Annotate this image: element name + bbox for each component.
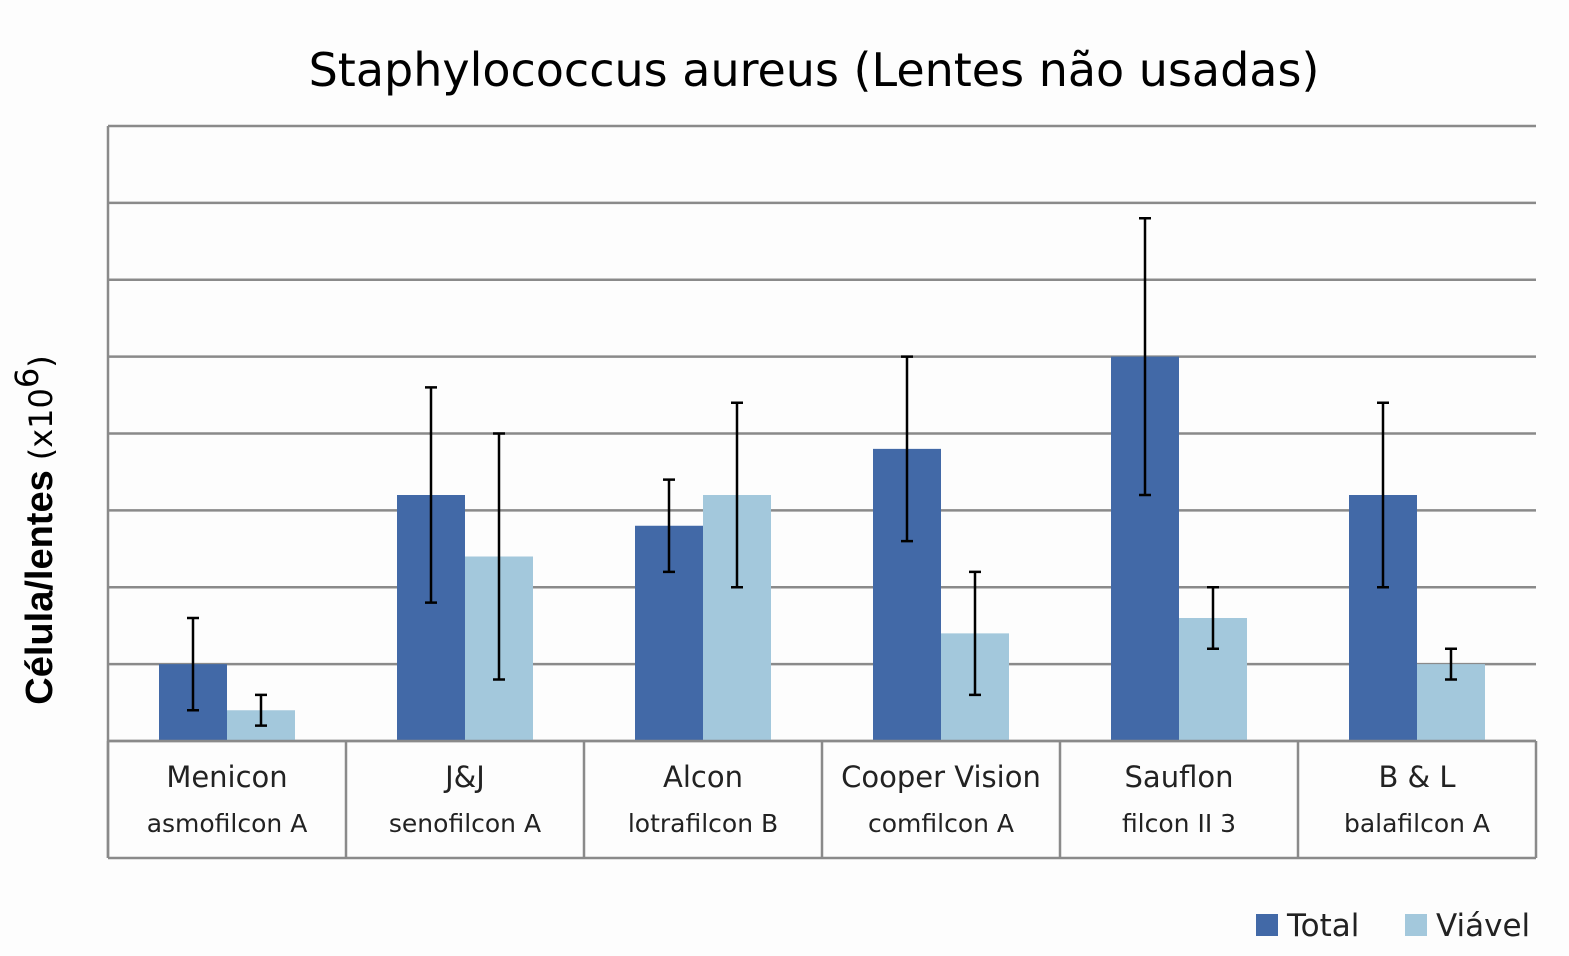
chart-title: Staphylococcus aureus (Lentes não usadas… [309, 43, 1320, 97]
bars [159, 356, 1485, 741]
y-axis-unit: (x10 [22, 388, 60, 460]
legend: Total Viável [1256, 908, 1530, 944]
category-label: Alcon [663, 760, 743, 794]
category-material-label: balafilcon A [1344, 809, 1490, 838]
y-axis-label: Célula/lentes (x106) [8, 355, 61, 704]
legend-label-viavel: Viável [1436, 908, 1530, 944]
category-label: B & L [1378, 760, 1455, 794]
category-label: J&J [443, 760, 485, 794]
gridlines [106, 124, 1536, 858]
category-material-label: lotrafilcon B [628, 809, 778, 838]
category-table: Menicon asmofilcon A J&J senofilcon A Alcon l… [106, 739, 1538, 860]
legend-swatch-total [1256, 914, 1278, 936]
y-axis-label-text: Célula/lentes [19, 470, 61, 704]
category-label: Cooper Vision [841, 760, 1041, 794]
category-material-label: senofilcon A [389, 809, 541, 838]
y-axis-unit-close: ) [22, 355, 60, 367]
legend-label-total: Total [1286, 908, 1359, 944]
category-material-label: filcon II 3 [1122, 809, 1236, 838]
legend-swatch-viavel [1405, 914, 1427, 936]
category-label: Sauflon [1125, 760, 1234, 794]
category-material-label: asmofilcon A [147, 809, 308, 838]
category-label: Menicon [166, 760, 287, 794]
y-axis-unit-exponent: 6 [8, 368, 46, 388]
category-material-label: comfilcon A [868, 809, 1014, 838]
error-bars [187, 217, 1457, 727]
